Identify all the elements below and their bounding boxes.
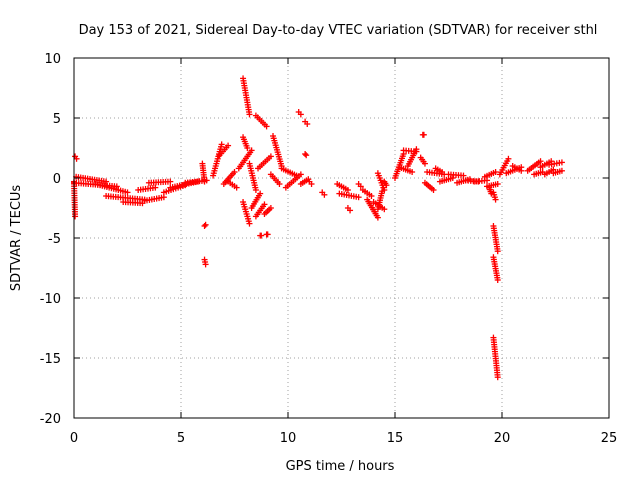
data-point (518, 167, 525, 174)
data-point (537, 158, 544, 165)
grid-lines (74, 58, 609, 418)
y-tick-label: -10 (40, 292, 61, 307)
x-tick-label: 0 (70, 431, 78, 446)
data-point (202, 261, 209, 268)
data-point (494, 248, 501, 255)
data-point (257, 190, 264, 197)
data-point (321, 191, 328, 198)
data-point (430, 187, 437, 193)
y-tick-label: 5 (53, 112, 61, 127)
data-point (492, 196, 499, 203)
data-point (225, 142, 232, 149)
y-tick-label: -5 (48, 232, 61, 247)
data-point (505, 155, 512, 162)
x-tick-labels: 0 5 10 15 20 25 (70, 431, 617, 446)
data-point (261, 201, 268, 208)
data-point (379, 188, 386, 195)
data-point (297, 171, 304, 178)
data-point (264, 231, 271, 238)
data-point (302, 151, 309, 157)
data-point (267, 153, 274, 160)
data-point (201, 178, 208, 185)
data-point (413, 146, 420, 153)
data-point (72, 213, 79, 220)
data-point (258, 232, 265, 239)
y-axis-label: SDTVAR / TECUs (9, 185, 24, 292)
y-tick-label: 10 (44, 52, 61, 67)
chart-title: Day 153 of 2021, Sidereal Day-to-day VTE… (79, 23, 598, 38)
x-tick-label: 10 (280, 431, 297, 446)
data-point (248, 147, 255, 154)
data-point (73, 155, 80, 162)
data-point (244, 145, 251, 151)
data-point (357, 183, 364, 190)
y-tick-labels: 10 5 0 -5 -10 -15 -20 (40, 52, 61, 427)
data-point (383, 182, 390, 189)
x-tick-label: 15 (387, 431, 404, 446)
y-tick-label: -15 (40, 352, 61, 367)
data-point (233, 184, 240, 191)
data-point (152, 184, 159, 191)
x-tick-label: 20 (494, 431, 511, 446)
axis-ticks (73, 57, 610, 419)
data-point (124, 189, 131, 196)
data-point (494, 374, 501, 381)
data-point (558, 159, 565, 166)
data-point (420, 131, 427, 138)
y-tick-label: 0 (53, 172, 61, 187)
data-point (231, 169, 238, 175)
data-point (113, 183, 120, 190)
data-point (304, 121, 311, 127)
data-point (558, 167, 565, 174)
data-point (297, 111, 304, 118)
data-point (421, 160, 428, 167)
data-point (246, 220, 253, 227)
data-point (263, 123, 270, 130)
data-point (308, 181, 315, 187)
data-point (449, 175, 456, 181)
data-point (347, 207, 354, 214)
data-point (267, 205, 274, 211)
data-point (201, 223, 208, 229)
x-axis-label: GPS time / hours (286, 459, 395, 474)
data-point (218, 141, 225, 148)
y-tick-label: -20 (40, 412, 61, 427)
data-point (381, 206, 388, 213)
data-point (374, 214, 381, 221)
data-point (303, 152, 310, 159)
x-tick-label: 25 (601, 431, 618, 446)
data-point (368, 193, 375, 199)
data-point (355, 194, 362, 201)
data-point (202, 221, 209, 228)
data-points (71, 75, 565, 381)
data-point (439, 169, 446, 175)
data-point (103, 178, 110, 185)
data-point (276, 181, 283, 187)
data-point (494, 277, 501, 283)
data-point (492, 169, 499, 175)
data-point (167, 178, 174, 185)
data-point (246, 111, 253, 118)
data-point (409, 169, 416, 175)
data-point (494, 181, 501, 187)
x-tick-label: 5 (177, 431, 185, 446)
data-point (460, 172, 467, 179)
data-point (252, 187, 259, 193)
data-point (344, 187, 351, 193)
